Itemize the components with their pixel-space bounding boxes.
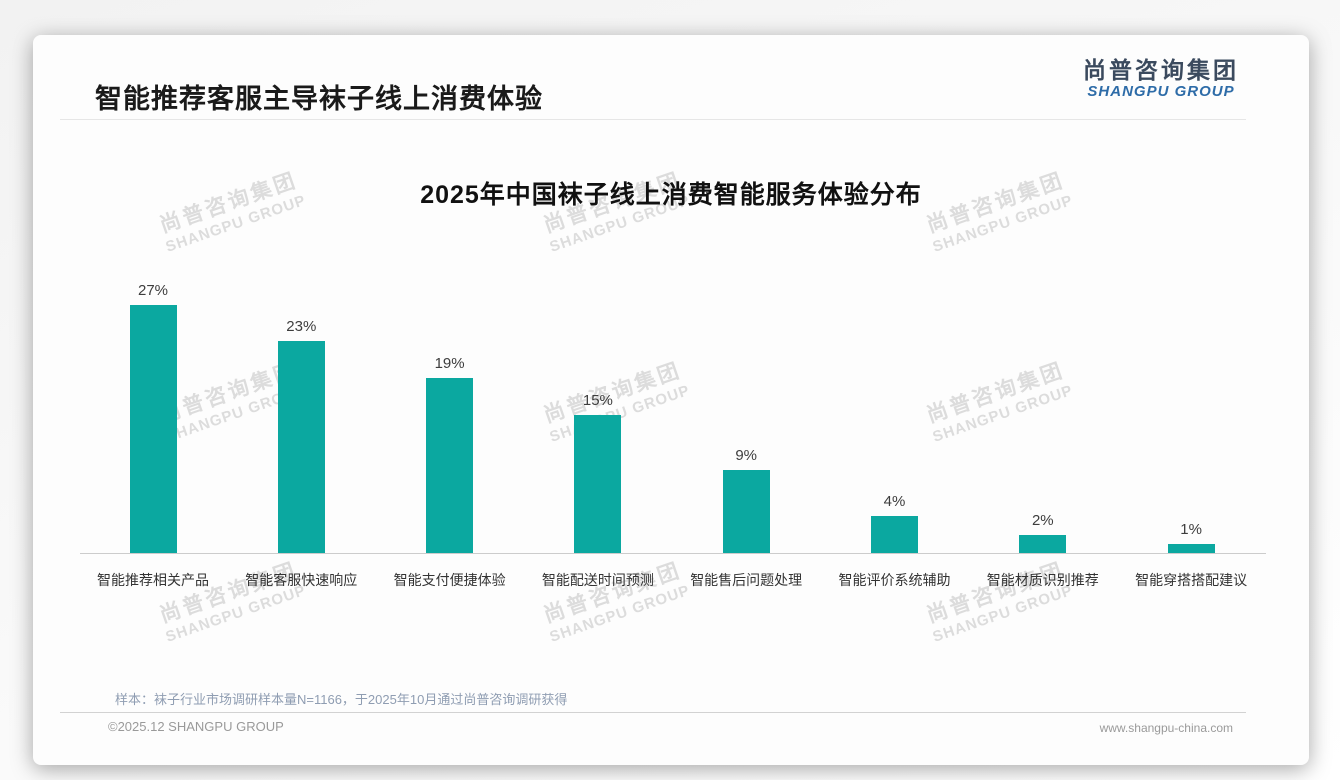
bar-group: 27% xyxy=(79,282,227,553)
bar-group: 23% xyxy=(227,318,375,553)
category-label: 智能穿搭搭配建议 xyxy=(1135,572,1248,588)
category-label: 智能支付便捷体验 xyxy=(393,572,506,588)
category-label: 智能配送时间预测 xyxy=(541,572,654,588)
page-title: 智能推荐客服主导袜子线上消费体验 xyxy=(95,84,543,114)
report-card: 尚普咨询集团 SHANGPU GROUP 尚普咨询集团 SHANGPU GROUP 尚普… xyxy=(33,35,1309,765)
bar-group: 2% xyxy=(969,512,1117,553)
bar-group: 19% xyxy=(376,355,524,553)
brand-logo: 尚普咨询集团 SHANGPU GROUP xyxy=(1083,57,1239,100)
bar-value-label: 15% xyxy=(582,392,613,409)
bar xyxy=(277,341,325,553)
bar-group: 9% xyxy=(672,447,820,553)
bar xyxy=(574,415,622,553)
sample-note: 样本：袜子行业市场调研样本量N=1166，于2025年10月通过尚普咨询调研获得 xyxy=(115,692,568,707)
copyright-text: ©2025.12 SHANGPU GROUP xyxy=(108,719,284,734)
chart-title: 2025年中国袜子线上消费智能服务体验分布 xyxy=(420,181,922,209)
bar-value-label: 27% xyxy=(137,282,169,299)
bar-value-label: 19% xyxy=(434,355,465,372)
bar xyxy=(426,378,474,553)
bar-value-label: 2% xyxy=(1031,512,1054,529)
category-label: 智能售后问题处理 xyxy=(690,572,803,588)
header-divider xyxy=(60,119,1246,120)
bar-group: 15% xyxy=(524,392,672,553)
footer-divider xyxy=(60,712,1246,713)
bar xyxy=(1019,535,1067,553)
brand-logo-english: SHANGPU GROUP xyxy=(1087,83,1235,101)
bar xyxy=(722,470,770,553)
bar-group: 1% xyxy=(1117,521,1265,553)
brand-logo-chinese: 尚普咨询集团 xyxy=(1083,57,1239,83)
bar-value-label: 1% xyxy=(1180,521,1202,538)
bar xyxy=(129,305,177,553)
category-label: 智能推荐相关产品 xyxy=(97,572,209,588)
category-label: 智能评价系统辅助 xyxy=(838,572,951,588)
bar-group: 4% xyxy=(821,493,969,553)
bar xyxy=(871,516,918,553)
category-label: 智能材质识别推荐 xyxy=(986,572,1099,588)
website-text: www.shangpu-china.com xyxy=(1099,721,1233,735)
bar-value-label: 4% xyxy=(883,493,906,510)
bar-value-label: 23% xyxy=(286,318,317,335)
bar-chart: 27% 智能推荐相关产品 23% 智能客服快速响应 19% 智能支付便捷体验 15% 智能配送… xyxy=(33,35,1309,765)
bar xyxy=(1167,544,1215,553)
x-axis-line xyxy=(80,553,1266,554)
bar-value-label: 9% xyxy=(735,447,758,464)
category-label: 智能客服快速响应 xyxy=(245,572,358,588)
